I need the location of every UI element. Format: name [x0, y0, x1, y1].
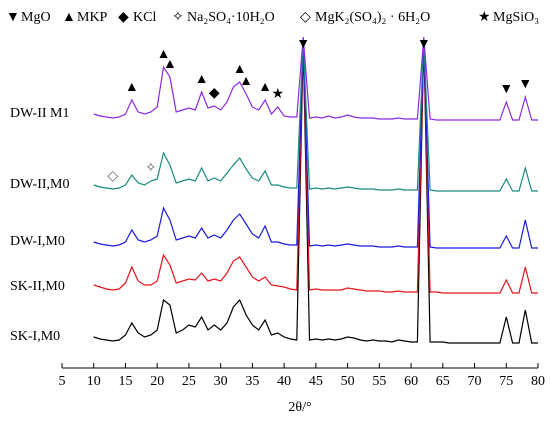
- x-tick-label: 60: [404, 374, 418, 389]
- x-tick-label: 40: [277, 374, 291, 389]
- x-tick-label: 75: [499, 374, 513, 389]
- legend-symbol: ★: [478, 10, 491, 25]
- series-line: [93, 36, 538, 121]
- peak-marker: ▲: [233, 62, 247, 77]
- series-label: DW-II,M0: [10, 177, 70, 192]
- peak-marker: ◆: [209, 86, 220, 101]
- x-tick-label: 10: [87, 374, 101, 389]
- series-label: SK-II,M0: [10, 279, 65, 294]
- x-tick-label: 80: [531, 374, 545, 389]
- peak-marker: ▼: [499, 82, 513, 97]
- series-label: DW-I,M0: [10, 234, 65, 249]
- legend-label: MgO: [21, 10, 51, 25]
- peak-marker: ▲: [157, 47, 171, 62]
- legend-label: Na₂SO₄·10H₂O: [187, 10, 275, 25]
- x-tick-label: 65: [436, 374, 450, 389]
- legend-symbol: ◇: [300, 10, 311, 25]
- series-label: DW-II M1: [10, 106, 70, 121]
- x-tick-label: 30: [214, 374, 228, 389]
- peak-marker: ▲: [163, 57, 177, 72]
- series-line: [93, 39, 538, 294]
- legend-symbol: ▼: [6, 10, 20, 25]
- x-tick-label: 20: [150, 374, 164, 389]
- legend-label: MKP: [77, 10, 108, 25]
- x-axis-label: 2θ/°: [288, 400, 311, 415]
- peak-marker: ▲: [195, 72, 209, 87]
- legend-symbol: ▲: [62, 10, 76, 25]
- peak-marker: ▲: [239, 74, 253, 89]
- peak-marker: ✧: [145, 161, 157, 176]
- x-tick-label: 45: [309, 374, 323, 389]
- peak-marker: ▲: [125, 80, 139, 95]
- peak-marker: ▼: [518, 77, 532, 92]
- peak-marker: ▲: [258, 80, 272, 95]
- x-tick-label: 50: [341, 374, 355, 389]
- x-tick-label: 35: [245, 374, 259, 389]
- x-tick-label: 15: [118, 374, 132, 389]
- peak-marker: ★: [272, 87, 285, 102]
- series-line: [93, 37, 538, 192]
- series-label: SK-I,M0: [10, 329, 60, 344]
- legend-label: KCl: [133, 10, 156, 25]
- series-line: [93, 39, 538, 344]
- x-tick-label: 5: [59, 374, 66, 389]
- legend-symbol: ✧: [172, 10, 184, 25]
- legend-symbol: ◆: [118, 10, 129, 25]
- legend-label: MgSiO₃: [493, 10, 539, 25]
- x-tick-label: 55: [372, 374, 386, 389]
- peak-marker: ▼: [296, 37, 310, 52]
- legend-label: MgK₂(SO₄)₂ · 6H₂O: [315, 10, 430, 25]
- peak-marker: ▼: [417, 37, 431, 52]
- peak-marker: ◇: [107, 169, 118, 184]
- x-tick-label: 70: [468, 374, 482, 389]
- series-line: [93, 39, 538, 249]
- x-tick-label: 25: [182, 374, 196, 389]
